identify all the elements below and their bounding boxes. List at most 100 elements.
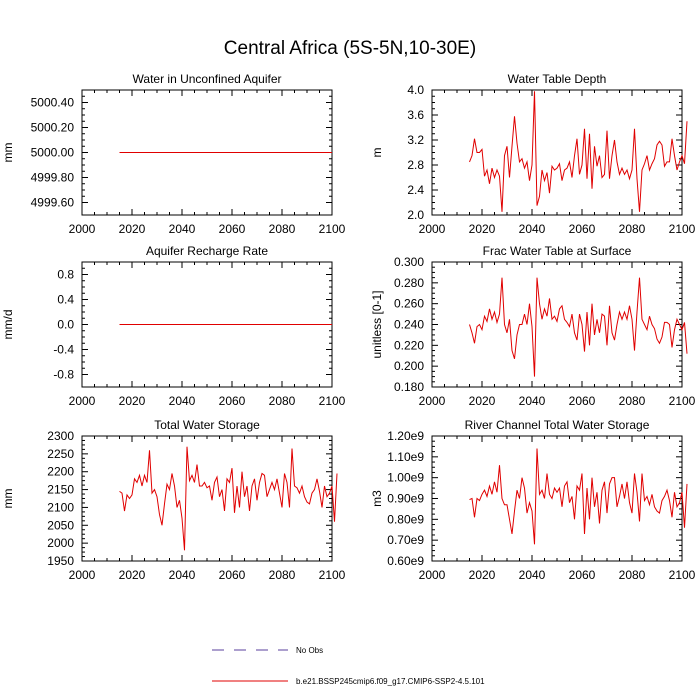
y-tick-label: 1.10e9 (387, 450, 424, 464)
y-tick-label: 2200 (47, 465, 74, 479)
y-tick-label: 0.80e9 (387, 512, 424, 526)
x-tick-label: 2060 (569, 222, 596, 236)
series-line (469, 448, 688, 545)
legend-label-no-obs: No Obs (296, 646, 323, 655)
panel-title: Total Water Storage (154, 418, 260, 432)
y-tick-label: 4.0 (407, 83, 424, 97)
x-tick-label: 2020 (469, 222, 496, 236)
y-tick-label: 0.220 (394, 338, 424, 352)
y-tick-label: 2.0 (407, 208, 424, 222)
x-tick-label: 2000 (419, 222, 446, 236)
legend-label-model: b.e21.BSSP245cmip6.f09_g17.CMIP6-SSP2-4.… (296, 677, 485, 686)
y-tick-label: 1.20e9 (387, 429, 424, 443)
y-axis-label: m (370, 148, 384, 158)
x-tick-label: 2080 (269, 222, 296, 236)
x-tick-label: 2060 (569, 394, 596, 408)
plot-frame (431, 89, 683, 216)
x-tick-label: 2080 (269, 568, 296, 582)
x-tick-label: 2020 (469, 568, 496, 582)
y-tick-label: 0.8 (57, 268, 74, 282)
series-line (469, 91, 688, 212)
panel-title: Water in Unconfined Aquifer (133, 72, 282, 86)
x-tick-label: 2020 (119, 394, 146, 408)
y-tick-label: 5000.40 (31, 96, 75, 110)
x-tick-label: 2000 (69, 394, 96, 408)
x-tick-label: 2060 (219, 568, 246, 582)
y-tick-label: 0.180 (394, 380, 424, 394)
y-tick-label: 0.280 (394, 276, 424, 290)
y-tick-label: -0.8 (53, 368, 74, 382)
y-tick-label: 2.4 (407, 183, 424, 197)
y-tick-label: 2000 (47, 536, 74, 550)
x-tick-label: 2100 (669, 568, 696, 582)
x-tick-label: 2080 (619, 568, 646, 582)
legend: No Obs b.e21.BSSP245cmip6.f09_g17.CMIP6-… (212, 646, 485, 686)
x-tick-label: 2040 (519, 222, 546, 236)
x-tick-label: 2040 (519, 568, 546, 582)
x-tick-label: 2020 (119, 222, 146, 236)
series-line (469, 277, 688, 377)
y-tick-label: 4999.80 (31, 171, 75, 185)
y-tick-label: 0.240 (394, 318, 424, 332)
panel-title: Frac Water Table at Surface (483, 244, 632, 258)
series-line (119, 446, 338, 551)
x-tick-label: 2040 (169, 394, 196, 408)
y-axis-label: m3 (370, 490, 384, 507)
panel-4: Frac Water Table at Surface 2000 2020 2040 2… (370, 244, 696, 408)
y-tick-label: 0.70e9 (387, 533, 424, 547)
x-tick-label: 2100 (319, 222, 346, 236)
y-tick-label: 0.200 (394, 359, 424, 373)
x-tick-label: 2000 (69, 222, 96, 236)
y-axis-label: mm (1, 489, 15, 509)
x-tick-label: 2020 (119, 568, 146, 582)
panel-2: Water Table Depth 2000 2020 2040 2060 2080 210… (370, 72, 696, 236)
y-tick-label: 2.8 (407, 158, 424, 172)
y-tick-label: 5000.20 (31, 121, 75, 135)
x-tick-label: 2040 (169, 222, 196, 236)
y-tick-label: 0.300 (394, 255, 424, 269)
x-tick-label: 2100 (319, 568, 346, 582)
y-tick-label: 1950 (47, 554, 74, 568)
panel-5: Total Water Storage 2000 2020 2040 2060 2080 2… (1, 418, 346, 582)
x-tick-label: 2000 (419, 394, 446, 408)
x-tick-label: 2060 (219, 394, 246, 408)
y-tick-label: 0.90e9 (387, 492, 424, 506)
y-tick-label: 0.260 (394, 297, 424, 311)
x-tick-label: 2000 (69, 568, 96, 582)
x-tick-label: 2100 (669, 394, 696, 408)
x-tick-label: 2040 (169, 568, 196, 582)
panel-title: Water Table Depth (508, 72, 607, 86)
x-tick-label: 2060 (219, 222, 246, 236)
y-axis-label: unitless [0-1] (370, 290, 384, 358)
panel-title: River Channel Total Water Storage (465, 418, 650, 432)
y-tick-label: 0.60e9 (387, 554, 424, 568)
y-tick-label: 5000.00 (31, 146, 75, 160)
y-tick-label: 0.0 (57, 318, 74, 332)
y-tick-label: 2100 (47, 500, 74, 514)
x-tick-label: 2000 (419, 568, 446, 582)
y-tick-label: 0.4 (57, 293, 74, 307)
panel-title: Aquifer Recharge Rate (146, 244, 268, 258)
x-tick-label: 2040 (519, 394, 546, 408)
plot-frame (81, 435, 333, 562)
y-axis-label: mm/d (1, 310, 15, 340)
y-tick-label: 2250 (47, 447, 74, 461)
x-tick-label: 2020 (469, 394, 496, 408)
panel-6: River Channel Total Water Storage 2000 202… (370, 418, 696, 582)
x-tick-label: 2100 (319, 394, 346, 408)
x-tick-label: 2080 (619, 394, 646, 408)
y-tick-label: 2050 (47, 518, 74, 532)
y-tick-label: 3.2 (407, 133, 424, 147)
x-tick-label: 2060 (569, 568, 596, 582)
x-tick-label: 2080 (269, 394, 296, 408)
main-title: Central Africa (5S-5N,10-30E) (223, 38, 477, 59)
y-tick-label: 3.6 (407, 108, 424, 122)
y-tick-label: 4999.60 (31, 196, 75, 210)
y-tick-label: 2150 (47, 483, 74, 497)
y-tick-label: 2300 (47, 429, 74, 443)
x-tick-label: 2100 (669, 222, 696, 236)
panel-3: Aquifer Recharge Rate 2000 2020 2040 2060 208… (1, 244, 346, 408)
y-tick-label: 1.00e9 (387, 471, 424, 485)
panel-1: Water in Unconfined Aquifer 2000 2020 2040 2… (1, 72, 346, 236)
